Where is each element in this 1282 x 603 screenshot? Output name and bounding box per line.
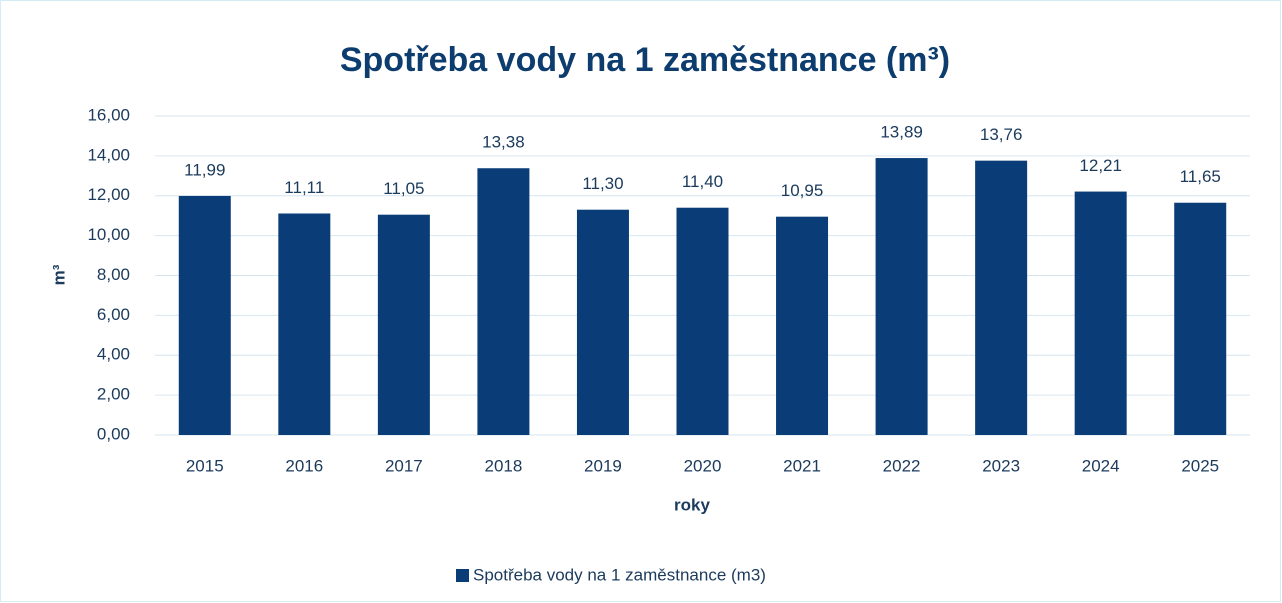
data-label: 11,99 (184, 160, 225, 179)
data-label: 11,65 (1180, 167, 1221, 186)
x-tick-label: 2015 (186, 456, 224, 475)
bar (377, 214, 430, 435)
y-tick-label: 14,00 (87, 145, 130, 164)
data-label: 13,38 (482, 133, 525, 152)
bar (776, 216, 829, 435)
data-label: 10,95 (781, 181, 824, 200)
bar (676, 207, 729, 435)
bar (1074, 191, 1127, 435)
bar (975, 160, 1028, 435)
x-tick-label: 2023 (982, 456, 1020, 475)
x-axis-title: roky (674, 495, 710, 514)
bar (875, 158, 928, 436)
y-tick-label: 16,00 (87, 105, 130, 124)
x-tick-label: 2019 (584, 456, 622, 475)
y-tick-label: 12,00 (87, 185, 130, 204)
legend-swatch (456, 569, 469, 582)
bar (477, 168, 530, 435)
x-tick-label: 2020 (684, 456, 722, 475)
chart-title: Spotřeba vody na 1 zaměstnance (m³) (340, 41, 950, 79)
data-label: 11,05 (383, 179, 424, 198)
data-label: 11,40 (682, 172, 723, 191)
data-label: 13,89 (880, 123, 923, 142)
legend-label: Spotřeba vody na 1 zaměstnance (m3) (473, 565, 766, 584)
data-label: 12,21 (1079, 156, 1122, 175)
y-tick-label: 8,00 (97, 265, 130, 284)
data-label: 11,11 (284, 178, 324, 197)
bar (178, 195, 231, 435)
data-label: 11,30 (582, 174, 623, 193)
bar (576, 209, 629, 435)
x-tick-label: 2021 (783, 456, 821, 475)
x-tick-label: 2024 (1082, 456, 1120, 475)
x-tick-label: 2017 (385, 456, 423, 475)
y-tick-label: 4,00 (97, 345, 130, 364)
y-tick-label: 6,00 (97, 305, 130, 324)
y-tick-label: 0,00 (97, 424, 130, 443)
bar (1174, 202, 1227, 435)
x-tick-label: 2016 (285, 456, 323, 475)
data-label: 13,76 (980, 125, 1023, 144)
y-tick-label: 2,00 (97, 385, 130, 404)
bar (278, 213, 331, 435)
x-tick-label: 2025 (1181, 456, 1219, 475)
y-axis-title: m³ (49, 264, 68, 285)
x-tick-label: 2018 (484, 456, 522, 475)
y-tick-label: 10,00 (87, 225, 130, 244)
x-tick-label: 2022 (883, 456, 921, 475)
